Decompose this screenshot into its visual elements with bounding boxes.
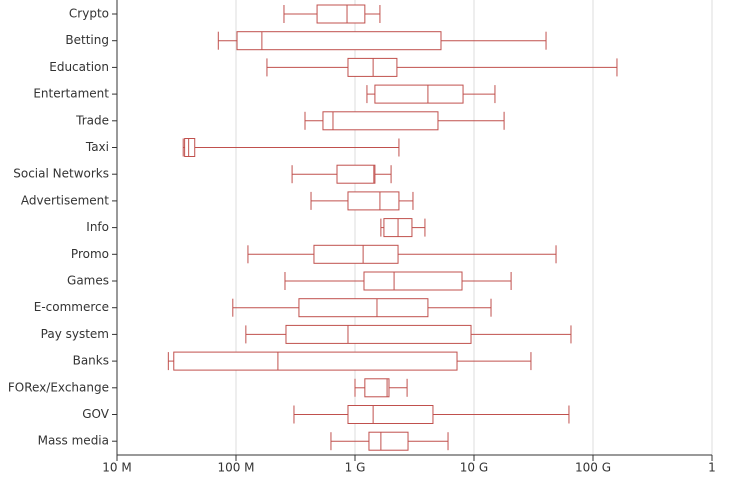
y-tick-label: Trade [75,113,109,127]
y-tick-label: Betting [65,33,109,47]
x-tick-label: 1 G [345,461,366,475]
box [374,84,464,104]
y-tick-label: FORex/Exchange [8,380,109,394]
y-tick-label: E-commerce [34,300,109,314]
y-tick-label: Social Networks [13,167,109,181]
box [347,191,400,211]
box [347,405,434,424]
x-tick-label: 10 M [102,461,131,475]
box [285,324,472,344]
box [363,271,463,291]
y-tick-label: Info [86,220,109,234]
box [336,164,376,184]
y-tick-label: Entertament [33,87,109,101]
box [368,431,409,451]
box [184,138,196,157]
box [173,351,458,371]
y-tick-label: Mass media [38,434,109,448]
y-tick-label: Pay system [41,327,109,341]
box [236,31,442,51]
y-tick-label: Crypto [69,7,109,21]
box [313,244,399,264]
y-tick-label: Education [49,60,109,74]
box [298,298,429,318]
box [322,111,439,131]
y-tick-label: Taxi [85,140,109,154]
x-tick-label: 1 [708,461,716,475]
y-tick-label: Games [67,274,109,288]
y-tick-label: Banks [73,354,109,368]
y-tick-label: Advertisement [21,193,109,207]
x-tick-label: 100 M [217,461,254,475]
x-tick-label: 10 G [460,461,488,475]
y-tick-label: Promo [71,247,109,261]
x-tick-label: 100 G [575,461,611,475]
box [364,378,390,398]
y-tick-label: GOV [82,407,110,421]
box [347,57,398,77]
box [316,4,366,24]
